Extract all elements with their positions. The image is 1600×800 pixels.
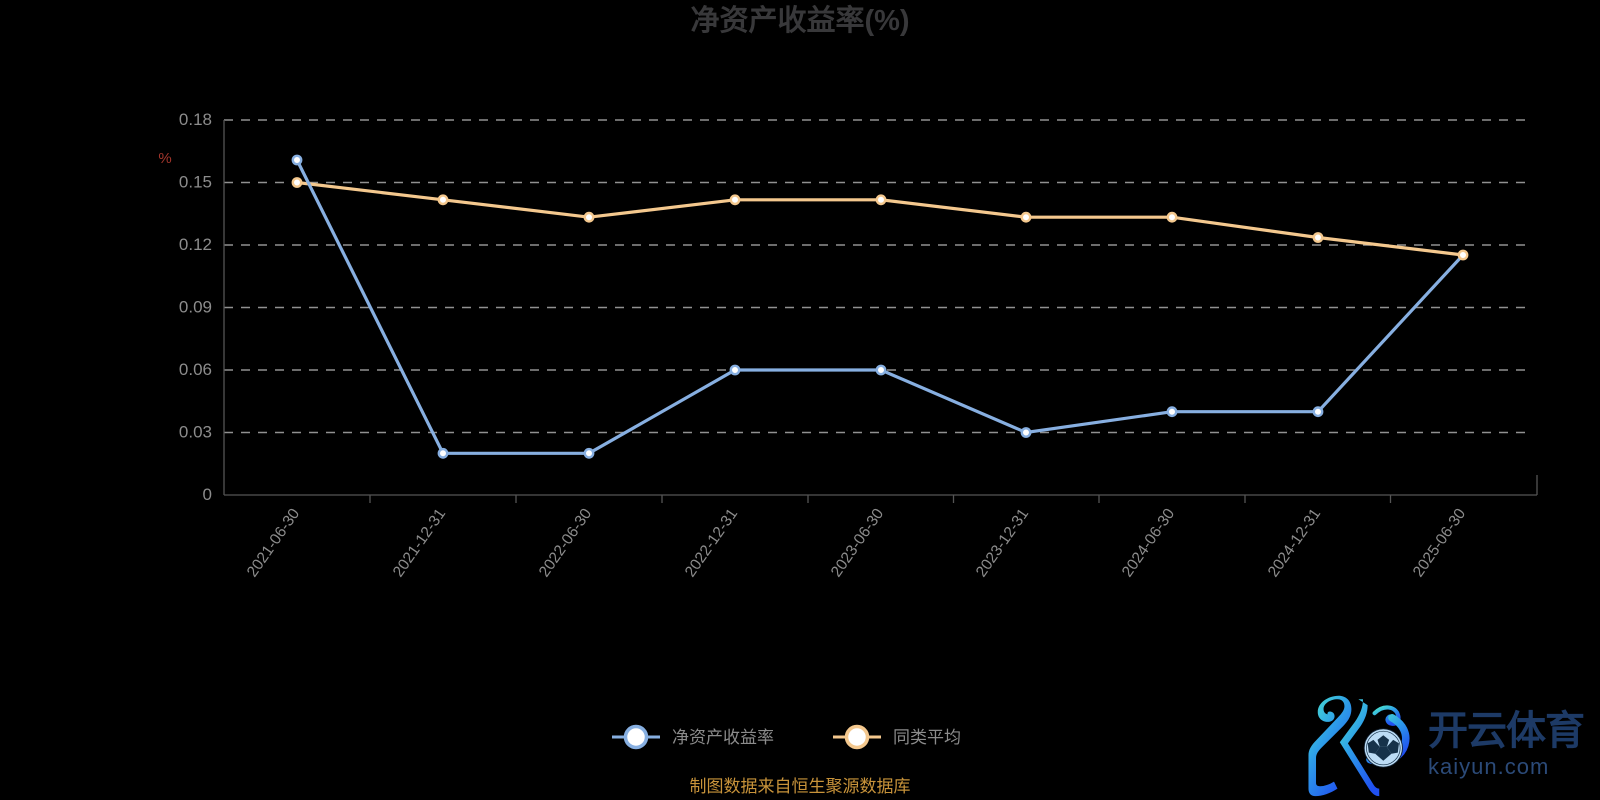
svg-text:0.15: 0.15	[179, 173, 212, 192]
svg-text:0.09: 0.09	[179, 298, 212, 317]
svg-text:制图数据来自恒生聚源数据库: 制图数据来自恒生聚源数据库	[690, 777, 911, 796]
svg-text:%: %	[158, 150, 171, 167]
svg-text:0: 0	[203, 485, 212, 504]
svg-text:0.06: 0.06	[179, 360, 212, 379]
svg-text:净资产收益率: 净资产收益率	[672, 728, 774, 747]
svg-text:开云体育: 开云体育	[1428, 709, 1584, 753]
svg-text:kaiyun.com: kaiyun.com	[1428, 754, 1549, 779]
svg-text:同类平均: 同类平均	[893, 728, 961, 747]
svg-text:0.12: 0.12	[179, 235, 212, 254]
svg-text:0.18: 0.18	[179, 110, 212, 129]
svg-text:净资产收益率(%): 净资产收益率(%)	[690, 3, 909, 37]
svg-text:0.03: 0.03	[179, 423, 212, 442]
